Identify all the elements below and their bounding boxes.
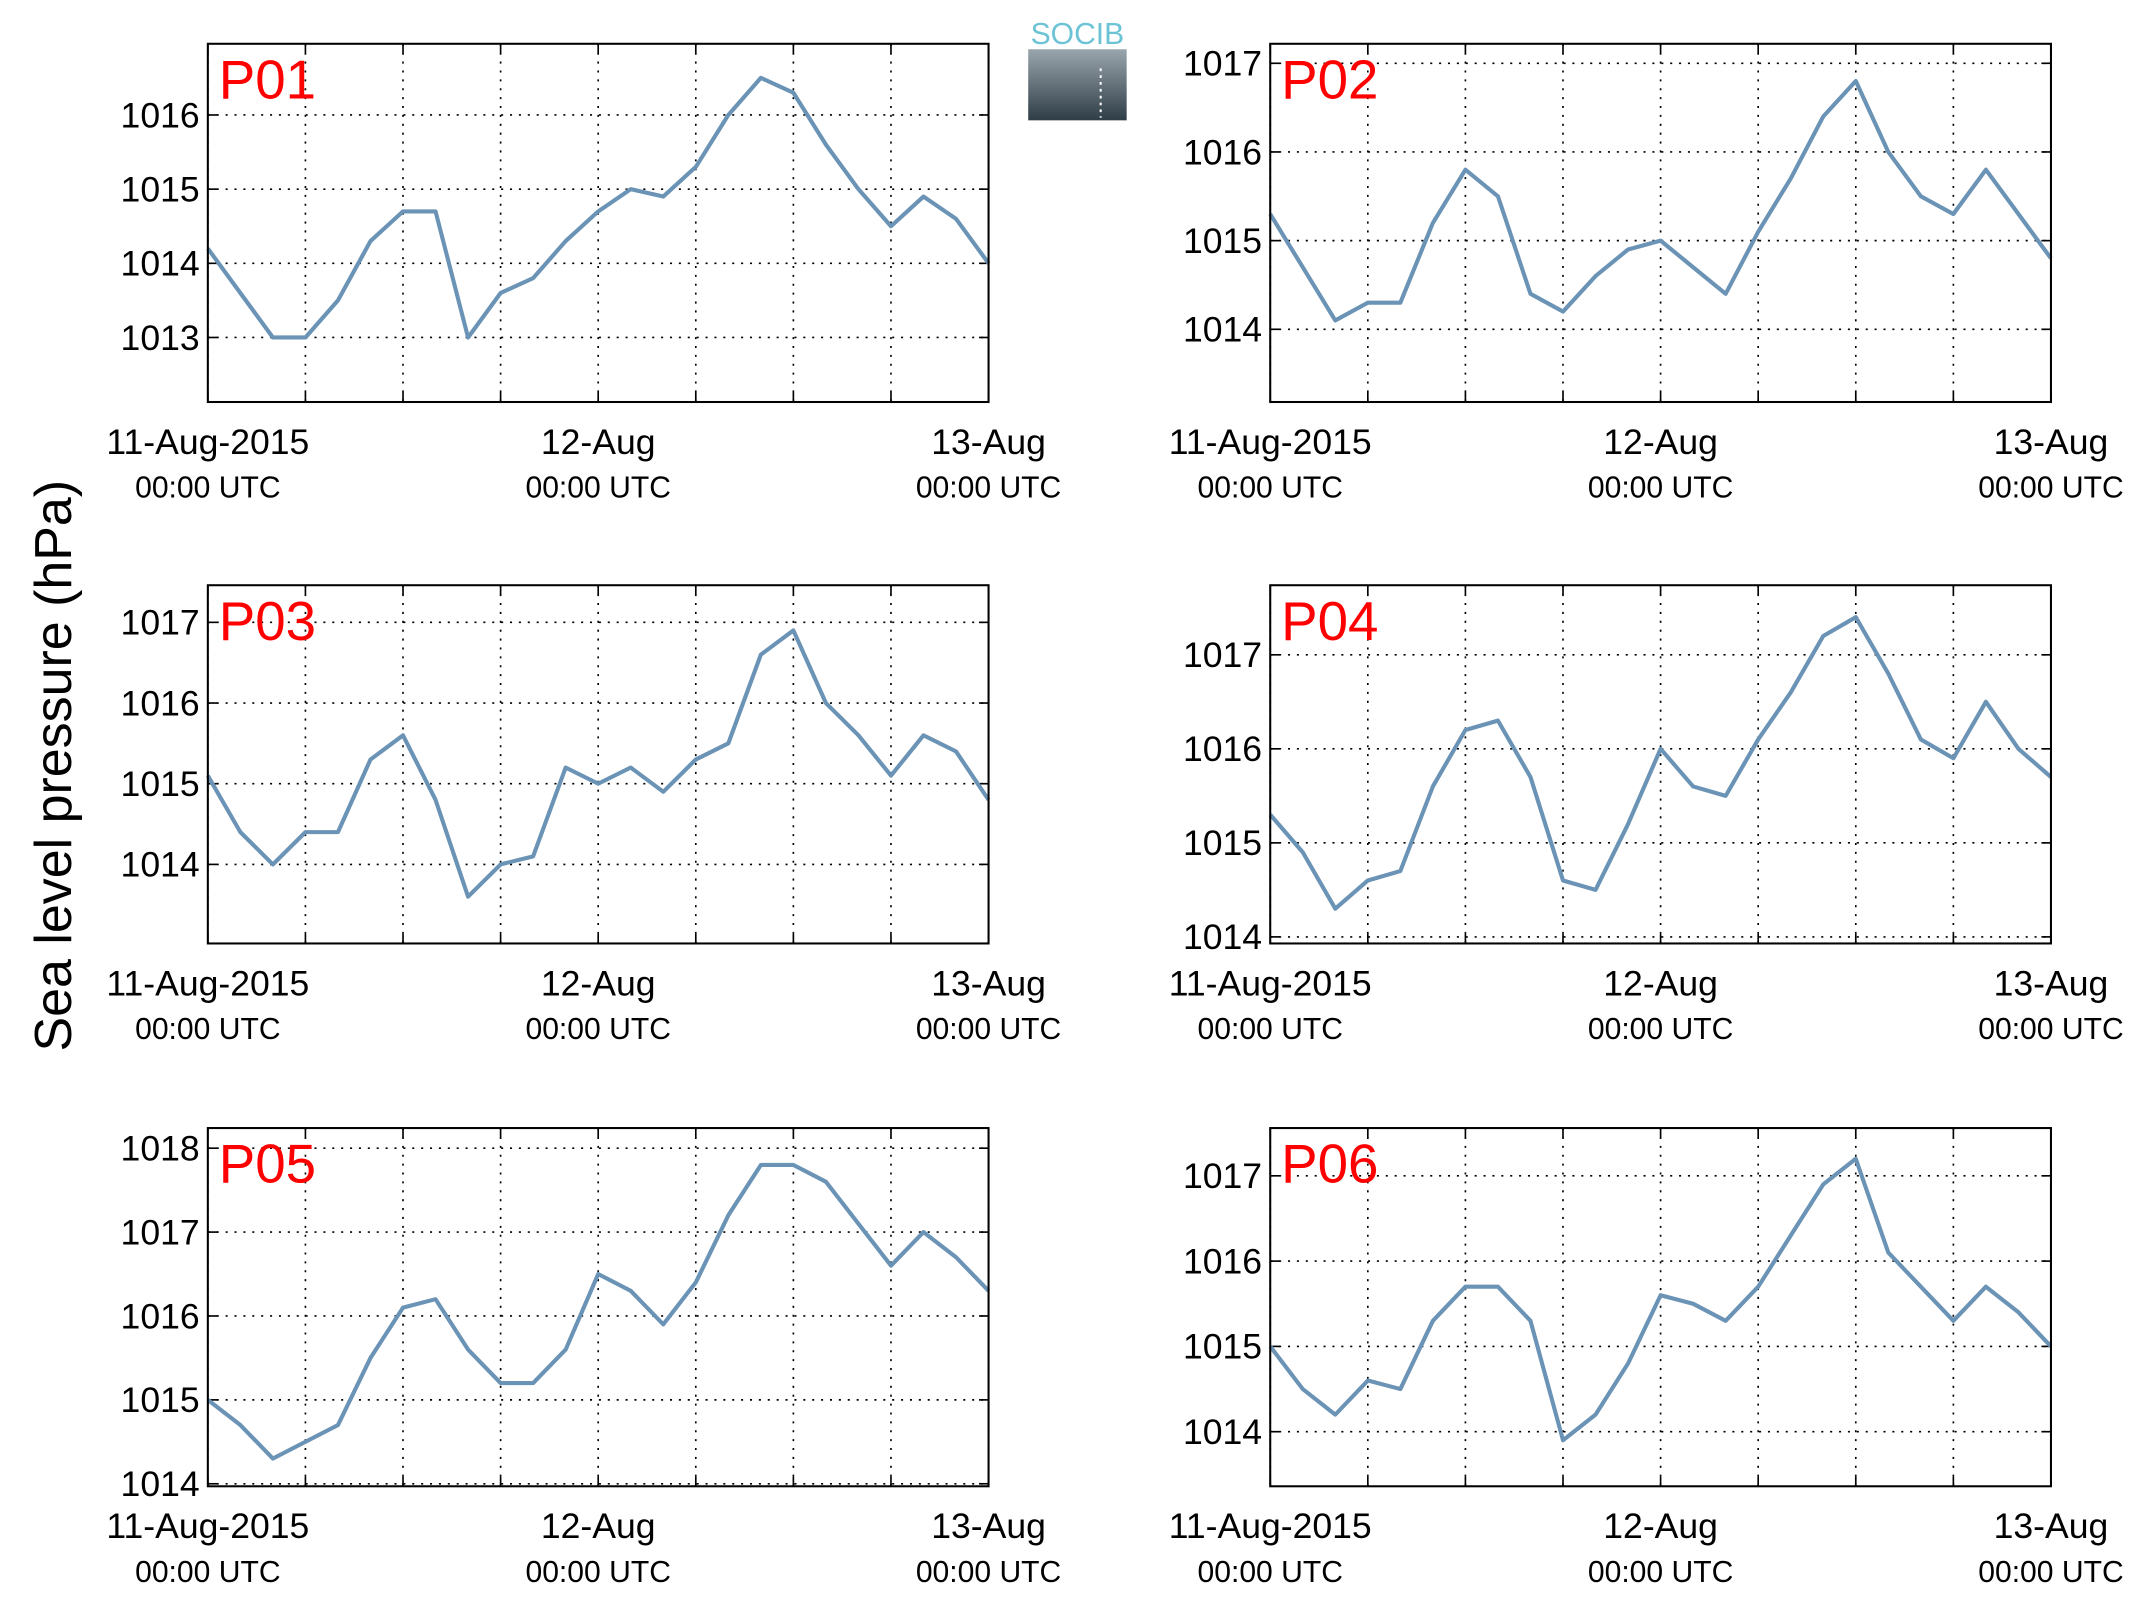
y-tick-label: 1015: [1183, 1327, 1262, 1367]
y-tick-label: 1015: [1183, 221, 1262, 261]
y-tick-label: 1015: [121, 764, 200, 804]
panel-title: P05: [219, 1133, 316, 1195]
x-tick-sublabel: 00:00 UTC: [135, 1556, 280, 1589]
y-tick-label: 1016: [1183, 1241, 1262, 1281]
panel: 11-Aug-2015 00:00 UTC 12-Aug 00:00 UTC 13-Au…: [106, 1127, 1061, 1589]
panel: 11-Aug-2015 00:00 UTC 12-Aug 00:00 UTC 13-Au…: [106, 42, 1061, 505]
x-tick-sublabel: 00:00 UTC: [1978, 1013, 2123, 1046]
x-tick-sublabel: 00:00 UTC: [916, 1013, 1061, 1046]
x-tick-label: 13-Aug: [1994, 1506, 2109, 1546]
y-tick-label: 1014: [1183, 1412, 1262, 1452]
y-tick-label: 1017: [121, 603, 200, 643]
x-tick-label: 11-Aug-2015: [1169, 963, 1372, 1003]
x-tick-sublabel: 00:00 UTC: [916, 1556, 1061, 1589]
y-tick-label: 1018: [121, 1128, 200, 1168]
logo: SOCIB: [1028, 18, 1127, 121]
x-tick-label: 13-Aug: [1994, 422, 2109, 462]
y-tick-label: 1014: [1183, 310, 1262, 350]
plot-frame: [206, 1127, 990, 1488]
y-tick-label: 1016: [121, 683, 200, 723]
y-tick-label: 1015: [121, 169, 200, 209]
x-tick-label: 11-Aug-2015: [106, 422, 309, 462]
panel-title: P04: [1281, 590, 1378, 652]
y-tick-label: 1016: [121, 1296, 200, 1336]
x-tick-sublabel: 00:00 UTC: [1198, 1556, 1343, 1589]
x-tick-label: 12-Aug: [541, 1506, 656, 1546]
x-tick-label: 12-Aug: [541, 963, 656, 1003]
series-line: [1268, 1156, 2053, 1443]
x-tick-label: 12-Aug: [541, 422, 656, 462]
logo-box: [1028, 49, 1127, 121]
x-tick-label: 11-Aug-2015: [106, 1506, 309, 1546]
x-tick-sublabel: 00:00 UTC: [525, 472, 670, 505]
x-tick-sublabel: 00:00 UTC: [135, 472, 280, 505]
y-tick-label: 1014: [121, 244, 200, 284]
x-tick-sublabel: 00:00 UTC: [525, 1556, 670, 1589]
series-line: [1268, 78, 2053, 323]
y-tick-label: 1017: [1183, 1156, 1262, 1196]
panel: 11-Aug-2015 00:00 UTC 12-Aug 00:00 UTC 13-Au…: [1169, 42, 2124, 505]
panel-title: P02: [1281, 48, 1378, 110]
panel: 11-Aug-2015 00:00 UTC 12-Aug 00:00 UTC 13-Au…: [106, 584, 1061, 1046]
panel-title: P01: [219, 48, 316, 110]
panel-title: P06: [1281, 1133, 1378, 1195]
plot-frame: [206, 42, 990, 404]
x-tick-sublabel: 00:00 UTC: [1588, 472, 1733, 505]
x-tick-sublabel: 00:00 UTC: [1978, 1556, 2123, 1589]
x-tick-label: 13-Aug: [931, 1506, 1046, 1546]
y-tick-label: 1014: [121, 1464, 200, 1504]
plot-frame: [1269, 584, 2052, 945]
x-tick-sublabel: 00:00 UTC: [135, 1013, 280, 1046]
y-axis-label: Sea level pressure (hPa): [25, 480, 83, 1052]
series-line: [206, 75, 991, 340]
x-tick-label: 11-Aug-2015: [1169, 422, 1372, 462]
x-tick-label: 13-Aug: [931, 963, 1046, 1003]
y-tick-label: 1015: [1183, 823, 1262, 863]
plot-frame: [206, 584, 990, 945]
x-tick-label: 13-Aug: [1994, 963, 2109, 1003]
x-tick-sublabel: 00:00 UTC: [916, 472, 1061, 505]
x-tick-label: 11-Aug-2015: [106, 963, 309, 1003]
x-tick-sublabel: 00:00 UTC: [525, 1013, 670, 1046]
x-tick-sublabel: 00:00 UTC: [1198, 472, 1343, 505]
series-line: [206, 628, 991, 899]
y-tick-label: 1013: [121, 318, 200, 358]
y-tick-label: 1017: [1183, 44, 1262, 84]
panel: 11-Aug-2015 00:00 UTC 12-Aug 00:00 UTC 13-Au…: [1169, 1127, 2124, 1589]
x-tick-label: 12-Aug: [1603, 963, 1718, 1003]
y-tick-label: 1016: [1183, 729, 1262, 769]
y-tick-label: 1016: [121, 95, 200, 135]
x-tick-sublabel: 00:00 UTC: [1588, 1556, 1733, 1589]
x-tick-sublabel: 00:00 UTC: [1978, 472, 2123, 505]
series-line: [206, 1162, 991, 1461]
logo-text: SOCIB: [1031, 18, 1125, 51]
x-tick-label: 12-Aug: [1603, 422, 1718, 462]
y-tick-label: 1014: [1183, 917, 1262, 957]
x-tick-sublabel: 00:00 UTC: [1198, 1013, 1343, 1046]
y-tick-label: 1014: [121, 845, 200, 885]
y-tick-label: 1017: [121, 1212, 200, 1252]
plot-frame: [1269, 1127, 2052, 1488]
y-tick-label: 1015: [121, 1380, 200, 1420]
x-tick-label: 13-Aug: [931, 422, 1046, 462]
x-tick-label: 11-Aug-2015: [1169, 1506, 1372, 1546]
y-tick-label: 1017: [1183, 635, 1262, 675]
series-line: [1268, 615, 2053, 911]
panel-title: P03: [219, 590, 316, 652]
x-tick-label: 12-Aug: [1603, 1506, 1718, 1546]
panel: 11-Aug-2015 00:00 UTC 12-Aug 00:00 UTC 13-Au…: [1169, 584, 2124, 1046]
x-tick-sublabel: 00:00 UTC: [1588, 1013, 1733, 1046]
plot-frame: [1269, 42, 2052, 404]
y-tick-label: 1016: [1183, 132, 1262, 172]
